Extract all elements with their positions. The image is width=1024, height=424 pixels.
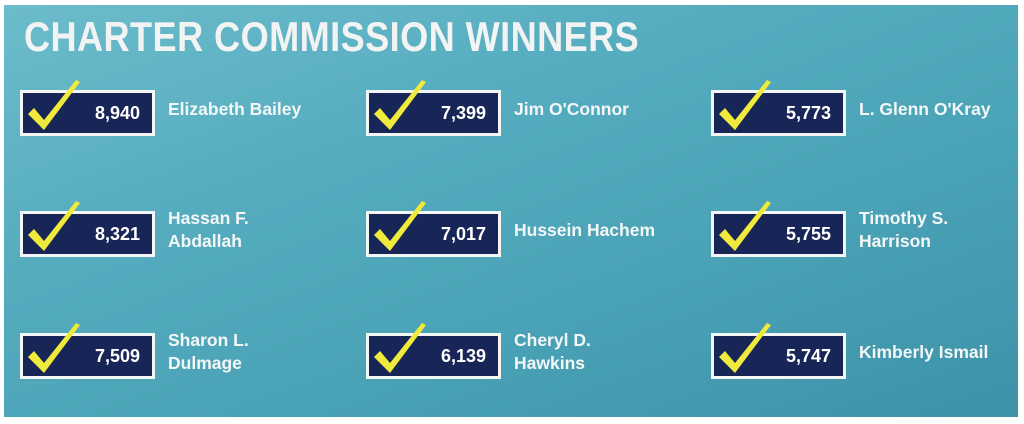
vote-box: 5,755 [711,211,846,257]
vote-count: 6,139 [440,346,486,366]
candidate-name-line: Hussein Hachem [514,220,656,240]
candidate-name-line: Hassan F. [168,208,249,228]
candidate-name-line: Cheryl D. [514,330,591,350]
candidate-name-line: Timothy S. [859,208,949,228]
winner-entry: 5,755 Timothy S. Harrison [711,201,1024,261]
vote-count: 8,321 [94,224,140,244]
candidate-name-line: Dulmage [168,353,242,373]
candidate-name: Sharon L. Dulmage [168,329,249,375]
vote-box: 7,017 [366,211,501,257]
check-icon [374,323,426,373]
vote-count: 5,773 [785,103,831,123]
winner-entry: 5,773 L. Glenn O'Kray [711,80,1024,140]
vote-box: 8,321 [20,211,155,257]
page-title: CHARTER COMMISSION WINNERS [24,13,640,60]
candidate-name: Timothy S. Harrison [859,207,948,253]
check-icon [719,80,771,130]
candidate-name: Hussein Hachem [514,219,655,242]
candidate-name: Cheryl D. Hawkins [514,329,591,375]
candidate-name-line: Jim O'Connor [514,99,629,119]
check-icon [719,323,771,373]
candidate-name-line: Elizabeth Bailey [168,99,302,119]
candidate-name-line: Harrison [859,231,931,251]
candidate-name: Elizabeth Bailey [168,98,301,121]
winner-entry: 7,017 Hussein Hachem [366,201,706,261]
check-icon [719,201,771,251]
candidate-name-line: Abdallah [168,231,242,251]
check-icon [28,80,80,130]
vote-count: 7,399 [440,103,486,123]
candidate-name: Hassan F. Abdallah [168,207,249,253]
candidate-name-line: Sharon L. [168,330,249,350]
candidate-name-line: Kimberly Ismail [859,342,989,362]
winner-entry: 7,399 Jim O'Connor [366,80,706,140]
candidate-name: L. Glenn O'Kray [859,98,991,121]
candidate-name: Kimberly Ismail [859,341,988,364]
check-icon [28,201,80,251]
vote-box: 7,399 [366,90,501,136]
winner-entry: 8,321 Hassan F. Abdallah [20,201,360,261]
broadcast-screen: CHARTER COMMISSION WINNERS 8,940 Elizabe… [4,5,1018,417]
vote-count: 5,755 [785,224,831,244]
vote-count: 8,940 [94,103,140,123]
winner-entry: 5,747 Kimberly Ismail [711,323,1024,383]
check-icon [374,80,426,130]
vote-count: 7,509 [94,346,140,366]
winner-entry: 8,940 Elizabeth Bailey [20,80,360,140]
candidate-name-line: Hawkins [514,353,585,373]
check-icon [28,323,80,373]
winner-entry: 6,139 Cheryl D. Hawkins [366,323,706,383]
vote-count: 5,747 [785,346,831,366]
vote-box: 5,747 [711,333,846,379]
candidate-name: Jim O'Connor [514,98,629,121]
candidate-name-line: L. Glenn O'Kray [859,99,991,119]
winner-entry: 7,509 Sharon L. Dulmage [20,323,360,383]
check-icon [374,201,426,251]
vote-count: 7,017 [440,224,486,244]
